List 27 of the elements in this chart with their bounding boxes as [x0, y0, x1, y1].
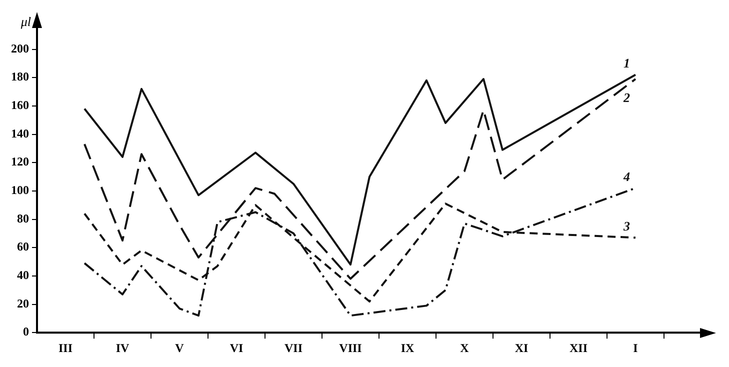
series-label: 2	[622, 90, 630, 105]
y-axis-title: μl	[20, 14, 32, 29]
y-tick-label: 20	[17, 296, 29, 310]
x-tick-label: I	[633, 340, 638, 355]
y-tick-label: 0	[23, 324, 29, 339]
y-tick-label: 40	[17, 268, 29, 282]
x-tick-label: IV	[116, 340, 130, 355]
y-tick-label: 140	[11, 126, 29, 140]
series-label: 4	[622, 168, 630, 184]
y-tick-label: 60	[17, 240, 29, 254]
x-tick-label: XII	[569, 340, 588, 355]
series-label: 1	[624, 56, 630, 71]
series-label: 3	[622, 218, 630, 234]
x-tick-label: XI	[514, 340, 528, 355]
y-tick-label: 80	[17, 211, 29, 226]
y-tick-label: 180	[11, 70, 29, 84]
x-tick-label: VI	[230, 340, 244, 355]
y-tick-label: 160	[11, 98, 29, 112]
x-tick-label: IX	[400, 340, 414, 355]
x-tick-label: VIII	[339, 340, 362, 355]
y-tick-label: 200	[11, 41, 29, 56]
x-tick-label: III	[58, 340, 73, 355]
x-tick-label: VII	[284, 340, 303, 355]
y-tick-label: 100	[11, 183, 29, 198]
y-tick-label: 120	[11, 154, 29, 169]
x-tick-label: X	[460, 340, 470, 355]
x-tick-label: V	[175, 340, 184, 355]
